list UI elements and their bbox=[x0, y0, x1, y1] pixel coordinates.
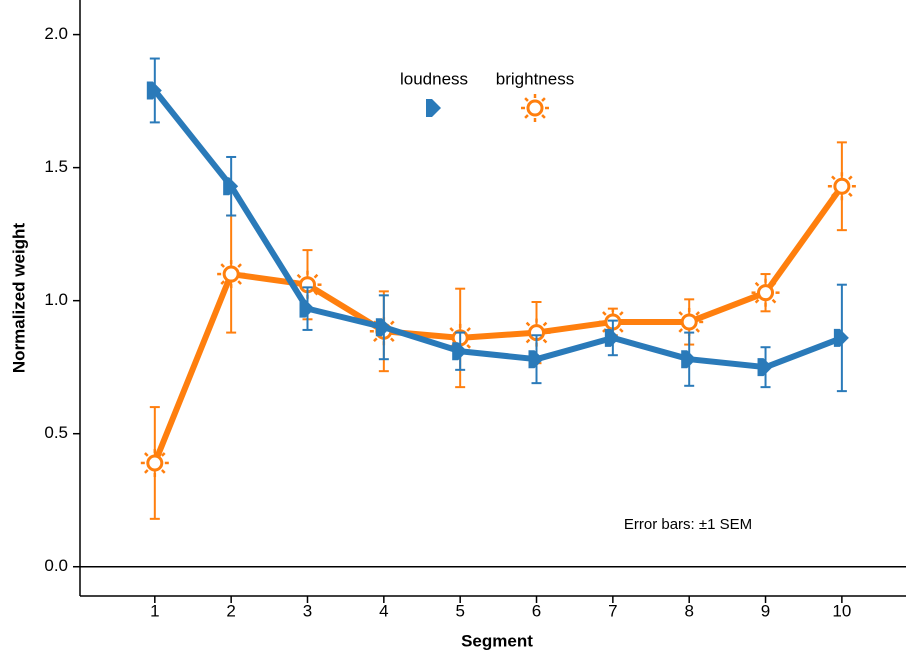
marker-ray bbox=[373, 337, 378, 343]
marker-ray bbox=[524, 97, 529, 102]
marker-ray bbox=[237, 280, 242, 285]
marker bbox=[528, 350, 544, 369]
marker-ray bbox=[771, 298, 777, 304]
marker bbox=[217, 260, 246, 289]
marker bbox=[675, 307, 704, 336]
marker-ray bbox=[161, 452, 166, 457]
x-tick-label: 5 bbox=[455, 601, 464, 620]
marker-ray bbox=[695, 328, 700, 333]
marker-ray bbox=[161, 469, 166, 474]
marker-ray bbox=[220, 263, 225, 268]
marker bbox=[757, 358, 773, 377]
marker-ray bbox=[848, 192, 853, 198]
marker-ring bbox=[680, 313, 698, 331]
marker-ray bbox=[695, 311, 700, 316]
marker bbox=[223, 177, 239, 196]
x-tick-label: 9 bbox=[761, 601, 770, 620]
series-line bbox=[152, 88, 843, 371]
y-tick-label: 1.5 bbox=[44, 157, 68, 176]
marker-ray bbox=[542, 338, 548, 344]
marker-ray bbox=[220, 280, 225, 285]
marker-ray bbox=[541, 114, 546, 119]
marker-ring bbox=[757, 284, 775, 302]
marker bbox=[375, 318, 391, 337]
marker bbox=[604, 328, 620, 347]
marker bbox=[827, 172, 856, 201]
marker-ray bbox=[466, 344, 471, 349]
marker-ray bbox=[754, 281, 760, 287]
marker-ring bbox=[146, 454, 164, 472]
marker-ray bbox=[542, 321, 548, 327]
marker-ray bbox=[313, 273, 319, 279]
y-tick-label: 0.5 bbox=[44, 423, 68, 442]
x-tick-label: 4 bbox=[379, 601, 388, 620]
x-tick-label: 10 bbox=[832, 601, 851, 620]
marker-ray bbox=[144, 452, 149, 457]
marker-ray bbox=[466, 327, 471, 332]
marker-ring bbox=[222, 265, 240, 283]
marker-ray bbox=[313, 290, 319, 296]
x-tick-label: 6 bbox=[532, 601, 541, 620]
marker-ray bbox=[390, 320, 395, 326]
marker-ray bbox=[848, 175, 853, 181]
marker-ray bbox=[754, 298, 760, 304]
y-axis-label: Normalized weight bbox=[9, 223, 28, 374]
marker-ray bbox=[296, 273, 302, 279]
marker-ray bbox=[678, 328, 684, 333]
marker bbox=[521, 94, 549, 122]
marker bbox=[751, 278, 780, 307]
y-tick-label: 1.0 bbox=[44, 290, 68, 309]
marker-ray bbox=[831, 175, 836, 181]
marker-ray bbox=[541, 97, 546, 102]
annotation: Error bars: ±1 SEM bbox=[624, 516, 752, 533]
x-tick-label: 1 bbox=[150, 601, 159, 620]
marker bbox=[299, 299, 315, 318]
marker bbox=[833, 328, 849, 347]
series-line bbox=[152, 184, 845, 465]
y-tick-label: 0.0 bbox=[44, 556, 68, 575]
marker-ray bbox=[678, 311, 684, 316]
marker bbox=[146, 81, 162, 100]
marker-ray bbox=[602, 311, 607, 316]
marker-ray bbox=[525, 321, 531, 327]
legend-label: loudness bbox=[400, 69, 468, 88]
marker bbox=[140, 448, 169, 477]
marker-ray bbox=[144, 469, 149, 474]
marker bbox=[452, 342, 468, 361]
marker-ray bbox=[619, 311, 624, 316]
y-tick-label: 2.0 bbox=[44, 24, 68, 43]
marker-ray bbox=[524, 114, 529, 119]
marker bbox=[681, 350, 697, 369]
legend-label: brightness bbox=[496, 69, 574, 88]
marker bbox=[426, 99, 441, 117]
x-tick-label: 7 bbox=[608, 601, 617, 620]
marker-ray bbox=[831, 192, 836, 198]
marker-ray bbox=[619, 328, 624, 333]
marker-ring bbox=[526, 99, 544, 117]
x-tick-label: 2 bbox=[226, 601, 235, 620]
marker-ray bbox=[449, 327, 454, 332]
marker-ray bbox=[771, 281, 777, 287]
x-tick-label: 3 bbox=[303, 601, 312, 620]
x-axis-label: Segment bbox=[461, 631, 533, 650]
marker-ray bbox=[237, 263, 242, 268]
marker-ring bbox=[833, 177, 851, 195]
x-tick-label: 8 bbox=[684, 601, 693, 620]
marker-ray bbox=[525, 338, 531, 344]
marker-ray bbox=[390, 337, 395, 343]
